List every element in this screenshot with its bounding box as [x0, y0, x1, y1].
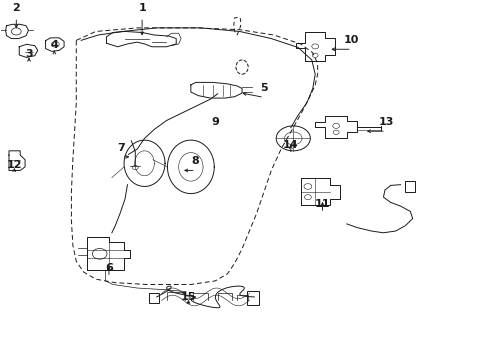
Text: 4: 4 — [50, 40, 58, 50]
Text: 14: 14 — [283, 140, 298, 150]
Text: 2: 2 — [12, 3, 20, 13]
Text: 6: 6 — [105, 263, 113, 273]
Bar — [149, 293, 159, 303]
Bar — [405, 181, 414, 192]
Text: 13: 13 — [377, 117, 393, 127]
Text: 1: 1 — [138, 3, 146, 13]
Text: 10: 10 — [344, 35, 359, 45]
Bar — [246, 291, 259, 305]
Text: 7: 7 — [118, 143, 125, 153]
Text: 9: 9 — [211, 117, 219, 127]
Text: 5: 5 — [260, 83, 267, 93]
Text: 3: 3 — [25, 49, 33, 59]
Text: 8: 8 — [191, 156, 199, 166]
Text: 15: 15 — [181, 292, 196, 302]
Text: 11: 11 — [314, 199, 329, 209]
Text: 12: 12 — [6, 160, 22, 170]
